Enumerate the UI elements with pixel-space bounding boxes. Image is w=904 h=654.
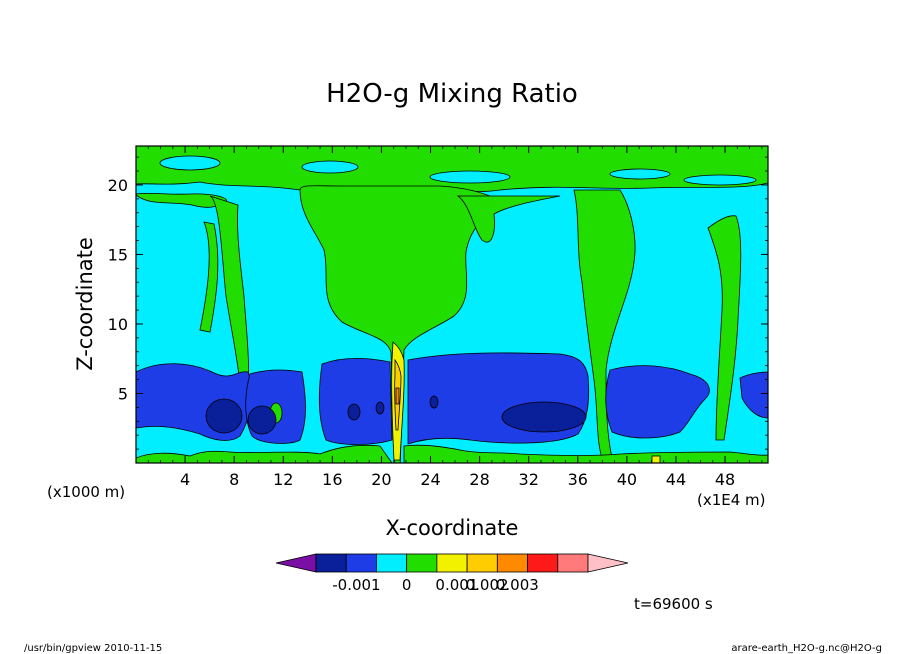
x-unit-right: (x1E4 m) <box>697 491 766 509</box>
footer-right: arare-earth_H2O-g.nc@H2O-g <box>731 643 882 654</box>
x-tick-label: 4 <box>180 470 190 489</box>
right-column-2 <box>707 215 742 441</box>
upper-cyan-pocket-3 <box>429 170 511 184</box>
colorbar-swatch <box>315 553 347 573</box>
colorbar-high-arrow <box>587 553 629 573</box>
colorbar-swatch <box>466 553 498 573</box>
upper-green-band <box>136 146 768 192</box>
plume-core-red <box>395 387 400 405</box>
colorbar-label: 0.001 <box>435 576 478 594</box>
x-tick-label: 36 <box>568 470 588 489</box>
low-core-2 <box>247 405 277 435</box>
chart-title: H2O-g Mixing Ratio <box>326 79 578 109</box>
colorbar-swatch <box>345 553 377 573</box>
y-tick-label: 5 <box>118 384 128 403</box>
low-core-5 <box>375 401 385 415</box>
x-axis-label: X-coordinate <box>386 516 519 540</box>
footer-left: /usr/bin/gpview 2010-11-15 <box>24 643 162 654</box>
colorbar-label: 0.002 <box>466 576 509 594</box>
x-tick-label: 32 <box>519 470 539 489</box>
low-blue-6 <box>739 371 768 419</box>
colorbar-swatch <box>557 553 589 573</box>
x-tick-label: 28 <box>469 470 489 489</box>
surface-green-1 <box>136 444 393 463</box>
y-tick-label: 10 <box>108 315 128 334</box>
low-core-3 <box>501 401 587 433</box>
colorbar-swatch <box>376 553 408 573</box>
low-core-4 <box>347 403 361 421</box>
colorbar-label: -0.001 <box>332 576 380 594</box>
time-label: t=69600 s <box>634 595 713 613</box>
x-tick-label: 8 <box>229 470 239 489</box>
upper-cyan-pocket-1 <box>159 155 221 171</box>
x-tick-label: 20 <box>371 470 391 489</box>
y-axis-label: Z-coordinate <box>73 237 97 371</box>
left-column-2 <box>199 221 219 333</box>
x-tick-label: 44 <box>666 470 686 489</box>
y-tick-label: 20 <box>108 176 128 195</box>
low-blue-5 <box>605 365 710 439</box>
x-tick-label: 24 <box>420 470 440 489</box>
y-tick-label: 15 <box>108 245 128 264</box>
colorbar-swatch <box>436 553 468 573</box>
colorbar-swatch <box>527 553 559 573</box>
upper-cyan-pocket-5 <box>683 174 757 186</box>
colorbar-swatch <box>406 553 438 573</box>
surface-green-2 <box>403 444 768 463</box>
right-plume-upper <box>456 195 561 243</box>
colorbar-label: 0 <box>402 576 412 594</box>
upper-cyan-pocket-4 <box>609 168 671 180</box>
low-core-1 <box>205 398 243 434</box>
plot-frame <box>135 145 769 464</box>
upper-cyan-pocket-2 <box>301 160 359 174</box>
x-tick-label: 48 <box>715 470 735 489</box>
surface-yellow-spot <box>651 455 661 463</box>
x-tick-label: 12 <box>273 470 293 489</box>
x-tick-label: 40 <box>617 470 637 489</box>
low-core-6 <box>429 395 439 409</box>
colorbar-swatch <box>496 553 528 573</box>
colorbar-label: 0.003 <box>496 576 539 594</box>
x-unit-left: (x1000 m) <box>47 483 125 501</box>
central-plume <box>299 185 503 463</box>
x-tick-label: 16 <box>322 470 342 489</box>
contour-field <box>136 146 768 463</box>
low-blue-3 <box>318 358 393 445</box>
colorbar-low-arrow <box>275 553 317 573</box>
